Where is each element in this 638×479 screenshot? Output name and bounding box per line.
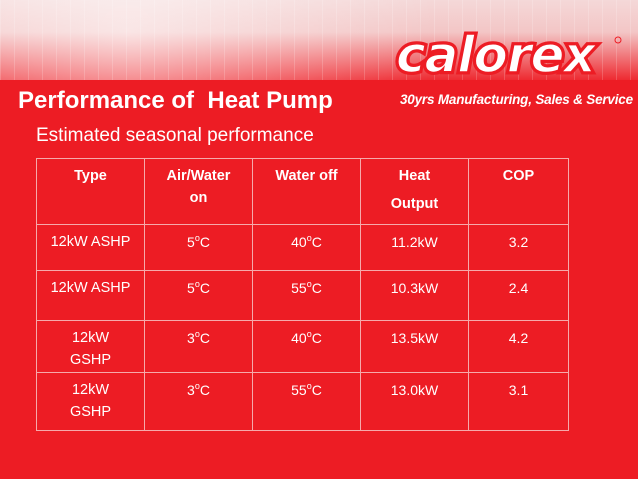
cell-cop: 3.2 <box>468 224 569 271</box>
cell-air-water-on: 3oC <box>144 320 253 373</box>
header-cop: COP <box>468 158 569 225</box>
cell-water-off: 55oC <box>252 270 361 321</box>
header-band <box>0 0 638 80</box>
company-tagline: 30yrs Manufacturing, Sales & Service <box>400 92 633 107</box>
svg-text:calorex: calorex <box>396 26 597 84</box>
cell-air-water-on: 3oC <box>144 372 253 431</box>
table-row: 12kW ASHP 5oC 55oC 10.3kW 2.4 <box>36 270 569 321</box>
table-row: 12kW ASHP 5oC 40oC 11.2kW 3.2 <box>36 224 569 271</box>
cell-heat-output: 13.5kW <box>360 320 469 373</box>
table-header-row: Type Air/Water on Water off Heat Output CO… <box>36 158 569 225</box>
cell-water-off: 55oC <box>252 372 361 431</box>
cell-type: 12kW GSHP <box>36 320 145 373</box>
cell-cop: 4.2 <box>468 320 569 373</box>
header-heat-output: Heat Output <box>360 158 469 225</box>
performance-table: Type Air/Water on Water off Heat Output CO… <box>36 158 569 431</box>
page-title: Performance of Heat Pump <box>18 87 333 114</box>
cell-air-water-on: 5oC <box>144 224 253 271</box>
table-row: 12kW GSHP 3oC 40oC 13.5kW 4.2 <box>36 320 569 373</box>
cell-water-off: 40oC <box>252 224 361 271</box>
header-air-water-on: Air/Water on <box>144 158 253 225</box>
cell-water-off: 40oC <box>252 320 361 373</box>
cell-type: 12kW ASHP <box>36 270 145 321</box>
cell-heat-output: 10.3kW <box>360 270 469 321</box>
table-row: 12kW GSHP 3oC 55oC 13.0kW 3.1 <box>36 372 569 431</box>
section-subtitle: Estimated seasonal performance <box>36 125 314 146</box>
svg-text:calorex: calorex <box>396 26 597 84</box>
header-water-off: Water off <box>252 158 361 225</box>
cell-type: 12kW ASHP <box>36 224 145 271</box>
calorex-logo: calorex calorex <box>392 24 628 87</box>
cell-cop: 2.4 <box>468 270 569 321</box>
cell-air-water-on: 5oC <box>144 270 253 321</box>
cell-type: 12kW GSHP <box>36 372 145 431</box>
header-type: Type <box>36 158 145 225</box>
header-texture <box>0 0 638 80</box>
cell-cop: 3.1 <box>468 372 569 431</box>
cell-heat-output: 11.2kW <box>360 224 469 271</box>
cell-heat-output: 13.0kW <box>360 372 469 431</box>
